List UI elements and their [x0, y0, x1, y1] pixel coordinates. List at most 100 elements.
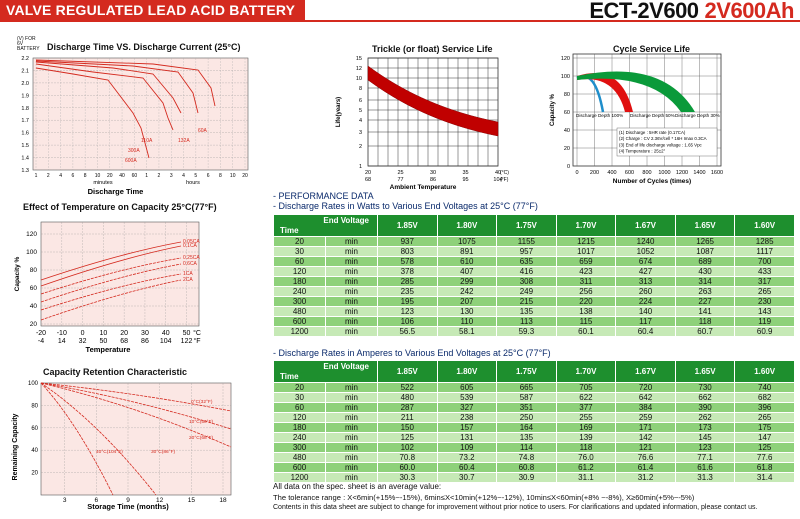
- table-row: 20 min 937 1075 1155 1215 1240 1265 1285: [273, 236, 795, 247]
- time-value: 1200: [273, 326, 326, 337]
- time-unit: min: [325, 462, 378, 473]
- rate-value: 125: [734, 442, 795, 453]
- rate-value: 327: [436, 402, 498, 413]
- amps-corner-header: End Voltage Time: [273, 360, 378, 383]
- rate-value: 308: [496, 276, 557, 287]
- rate-value: 58.1: [436, 326, 498, 337]
- rate-value: 416: [496, 266, 557, 277]
- temp-xtick-f: 32: [79, 338, 87, 345]
- rate-value: 30.7: [436, 472, 498, 483]
- rate-value: 250: [496, 412, 557, 423]
- rate-value: 121: [615, 442, 676, 453]
- discharge-xlabel: Discharge Time: [88, 187, 144, 196]
- rate-value: 689: [674, 256, 736, 267]
- rate-value: 260: [615, 286, 676, 297]
- retention-xtick: 3: [63, 497, 67, 504]
- time-unit: min: [325, 472, 378, 483]
- rate-value: 77.6: [734, 452, 795, 463]
- rate-value: 665: [496, 382, 557, 393]
- rate-value: 522: [377, 382, 438, 393]
- rate-value: 587: [496, 392, 557, 403]
- cycle-xtick: 1600: [711, 170, 723, 176]
- rate-value: 1285: [734, 236, 795, 247]
- trickle-ytick: 6: [359, 98, 362, 104]
- cycle-notes-box: [616, 127, 718, 157]
- rate-value: 314: [674, 276, 736, 287]
- discharge-ytick: 1.7: [21, 118, 29, 124]
- rate-value: 125: [377, 432, 438, 443]
- rate-value: 143: [734, 306, 795, 317]
- rate-value: 700: [734, 256, 795, 267]
- rate-value: 1075: [436, 236, 498, 247]
- time-value: 120: [273, 266, 326, 277]
- rate-value: 157: [436, 422, 498, 433]
- temp-xtick-c: 30: [141, 330, 149, 337]
- discharge-xtick: 6: [207, 173, 210, 179]
- trickle-xtick-f: 104: [493, 177, 502, 183]
- rate-value: 60.4: [615, 326, 676, 337]
- discharge-xtick: 4: [182, 173, 185, 179]
- retention-plot: 100 80 60 40 20 3 6 9 12 15 18 Storage Time (months…: [12, 381, 232, 511]
- rate-value: 433: [734, 266, 795, 277]
- discharge-xtick: 1: [35, 173, 38, 179]
- rate-value: 539: [436, 392, 498, 403]
- retention-xtick: 6: [95, 497, 99, 504]
- rate-value: 1215: [555, 236, 617, 247]
- temp-xtick-c: 50: [183, 330, 191, 337]
- rate-value: 610: [436, 256, 498, 267]
- perf-watts-subtitle: - Discharge Rates in Watts to Various En…: [273, 201, 538, 211]
- rate-value: 285: [377, 276, 438, 287]
- trickle-xlabel: Ambient Temperature: [390, 184, 457, 191]
- cycle-ytick: 120: [561, 56, 570, 62]
- rate-value: 705: [555, 382, 617, 393]
- retention-curve: [40, 382, 114, 496]
- watts-corner-header: End Voltage Time: [273, 214, 378, 237]
- temp-xtick-f: 122: [181, 338, 193, 345]
- temp-plot-area: [40, 221, 200, 327]
- cycle-ytick: 20: [564, 146, 570, 152]
- table-row: 180 min 150 157 164 169 171 173 175: [273, 422, 795, 433]
- trickle-ytick: 5: [359, 108, 362, 114]
- rate-value: 109: [436, 442, 498, 453]
- rate-value: 130: [436, 306, 498, 317]
- discharge-curve-label: 110A: [141, 138, 153, 144]
- rate-value: 123: [674, 442, 736, 453]
- rate-value: 803: [377, 246, 438, 257]
- rate-value: 31.2: [615, 472, 676, 483]
- time-unit: min: [325, 266, 378, 277]
- rate-value: 227: [674, 296, 736, 307]
- rate-value: 138: [555, 306, 617, 317]
- time-unit: min: [325, 442, 378, 453]
- trickle-ytick: 8: [359, 86, 362, 92]
- amps-voltage-header: 1.70V: [555, 360, 617, 383]
- cycle-ylabel: Capacity %: [550, 93, 556, 126]
- temp-curve-label: 1CA: [183, 271, 193, 277]
- rate-value: 682: [734, 392, 795, 403]
- rate-value: 118: [555, 442, 617, 453]
- rate-value: 31.1: [555, 472, 617, 483]
- rate-value: 60.7: [674, 326, 736, 337]
- rate-value: 74.8: [496, 452, 557, 463]
- rate-value: 730: [674, 382, 736, 393]
- retention-ylabel: Remaining Capacity: [12, 413, 19, 480]
- trickle-xunit-f: (°F): [500, 177, 509, 183]
- cycle-title: Cycle Service Life: [613, 44, 691, 54]
- temp-ytick: 40: [30, 303, 38, 310]
- time-value: 20: [273, 382, 326, 393]
- table-row: 120 min 378 407 416 423 427 430 433: [273, 266, 795, 277]
- temp-xtick-c: -10: [57, 330, 67, 337]
- time-value: 600: [273, 462, 326, 473]
- temp-xtick-f: 50: [99, 338, 107, 345]
- retention-curve-label: 40°C(104°F): [96, 449, 123, 455]
- rate-value: 77.1: [674, 452, 736, 463]
- discharge-xtick: 10: [230, 173, 236, 179]
- rate-value: 224: [615, 296, 676, 307]
- time-unit: min: [325, 256, 378, 267]
- watts-voltage-header: 1.70V: [555, 214, 617, 237]
- cycle-depth-label: Discharge Depth 100%: [576, 113, 623, 118]
- temp-ytick: 80: [30, 267, 38, 274]
- retention-curve: [40, 382, 157, 496]
- trickle-title: Trickle (or float) Service Life: [372, 44, 493, 54]
- rate-value: 31.4: [734, 472, 795, 483]
- rate-value: 674: [615, 256, 676, 267]
